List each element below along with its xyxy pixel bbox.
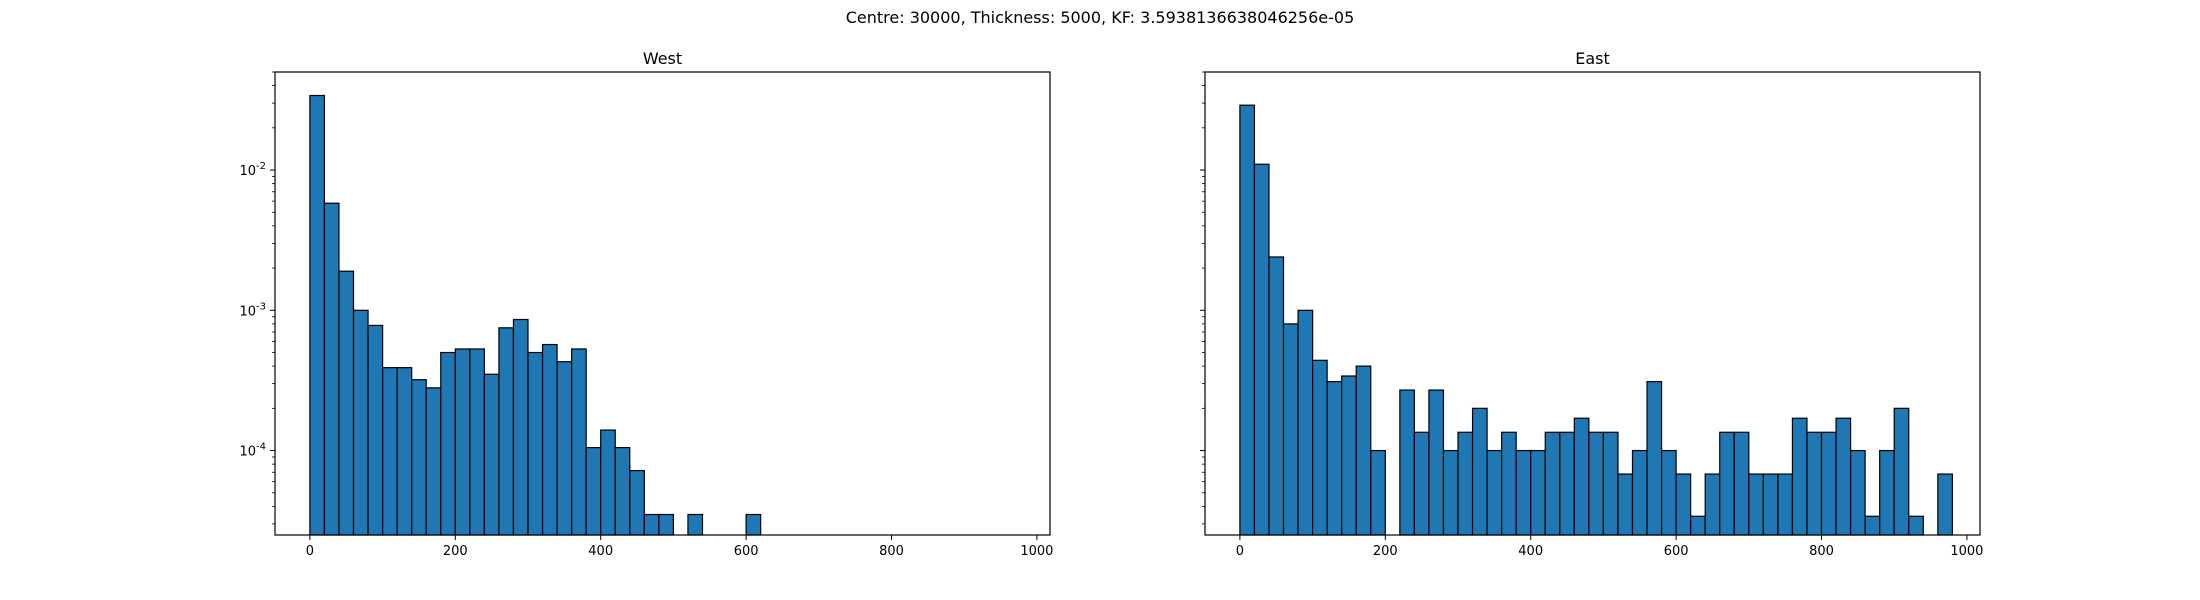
histogram-bar bbox=[1442, 449, 1459, 536]
histogram-bar bbox=[1471, 407, 1488, 536]
histogram-bar bbox=[1820, 431, 1837, 536]
histogram-bar bbox=[381, 367, 398, 536]
histogram-bar bbox=[1588, 431, 1605, 536]
x-tick-label: 800 bbox=[879, 544, 904, 559]
histogram-bar bbox=[323, 202, 340, 536]
y-tick-label: 10-2 bbox=[239, 161, 266, 179]
histogram-bar bbox=[512, 318, 529, 536]
histogram-bar bbox=[1311, 359, 1328, 536]
histogram-bar bbox=[411, 379, 427, 536]
panel-title: East bbox=[1575, 49, 1610, 68]
histogram-bar bbox=[1428, 389, 1445, 536]
histogram-bar bbox=[1544, 431, 1561, 536]
x-tick-label: 1000 bbox=[1020, 544, 1053, 559]
histogram-bar bbox=[1253, 163, 1270, 536]
histogram-bar bbox=[687, 513, 704, 536]
x-tick-label: 400 bbox=[588, 544, 613, 559]
histogram-bar bbox=[1515, 449, 1532, 536]
x-tick-label: 0 bbox=[1236, 544, 1244, 559]
histogram-bar bbox=[1762, 473, 1779, 536]
histogram-bar bbox=[1341, 375, 1357, 536]
histogram-bar bbox=[454, 348, 471, 536]
x-tick-label: 0 bbox=[306, 544, 314, 559]
histogram-bar bbox=[1239, 104, 1256, 536]
panel-title: West bbox=[643, 49, 682, 68]
histogram-bar bbox=[658, 513, 675, 536]
histogram-bar bbox=[643, 513, 660, 536]
histogram-bar bbox=[556, 361, 573, 536]
histogram-bar bbox=[1399, 389, 1415, 536]
east-histogram-panel: East 0 200 400 600 800 1000 bbox=[1200, 49, 1983, 559]
histogram-bar bbox=[1559, 431, 1575, 536]
histogram-bar bbox=[1501, 431, 1517, 536]
histogram-bar bbox=[1733, 431, 1750, 536]
histogram-bar bbox=[1631, 449, 1648, 536]
x-tick-label: 600 bbox=[734, 544, 759, 559]
x-tick-label: 1000 bbox=[1950, 544, 1983, 559]
histogram-bar bbox=[1573, 417, 1590, 536]
histogram-bar bbox=[541, 343, 558, 536]
histogram-bar bbox=[338, 270, 355, 536]
histogram-bar bbox=[425, 387, 442, 536]
histogram-bar bbox=[1719, 431, 1735, 536]
west-histogram-panel: West 0 200 400 600 800 1000 10-4 10-3 10-2 bbox=[239, 49, 1053, 559]
histogram-bar bbox=[1675, 473, 1692, 536]
histogram-bar bbox=[1879, 449, 1895, 536]
histogram-bar bbox=[469, 348, 485, 536]
histogram-bar bbox=[1297, 309, 1314, 536]
histogram-bar bbox=[1530, 449, 1546, 536]
x-tick-label: 600 bbox=[1664, 544, 1689, 559]
histogram-bar bbox=[1602, 431, 1619, 536]
histogram-bar bbox=[1806, 431, 1823, 536]
histogram-bar bbox=[1704, 473, 1721, 536]
histogram-bar bbox=[1849, 449, 1866, 536]
histogram-bar bbox=[367, 324, 384, 536]
x-tick-label: 200 bbox=[443, 544, 468, 559]
histogram-bar bbox=[352, 309, 369, 536]
histogram-bar bbox=[745, 513, 762, 536]
histogram-bar bbox=[1791, 417, 1808, 536]
histogram-bar bbox=[1748, 473, 1764, 536]
histogram-bar bbox=[1370, 449, 1386, 536]
histogram-bar bbox=[1646, 381, 1663, 536]
histogram-bar bbox=[1690, 515, 1706, 536]
histogram-bar bbox=[1864, 515, 1881, 536]
histogram-bar bbox=[1908, 515, 1924, 536]
y-tick-label: 10-4 bbox=[239, 442, 266, 460]
histogram-bar bbox=[1660, 449, 1677, 536]
y-tick-label: 10-3 bbox=[239, 301, 266, 319]
histogram-bar bbox=[571, 348, 587, 536]
histogram-bar bbox=[600, 429, 616, 536]
histogram-bar bbox=[1282, 323, 1299, 536]
histogram-bar bbox=[1617, 473, 1634, 536]
histogram-bar bbox=[614, 446, 631, 536]
histogram-bar bbox=[1777, 473, 1794, 536]
axes-frame bbox=[274, 71, 1051, 536]
histogram-bar bbox=[1355, 365, 1372, 536]
histogram-bar bbox=[1268, 256, 1285, 536]
histogram-bar bbox=[1326, 381, 1343, 536]
histogram-bar bbox=[1937, 473, 1953, 536]
histogram-bar bbox=[527, 351, 544, 536]
histogram-bar bbox=[585, 446, 602, 536]
figure-suptitle: Centre: 30000, Thickness: 5000, KF: 3.59… bbox=[845, 8, 1355, 27]
histogram-bar bbox=[1893, 407, 1910, 536]
histogram-bar bbox=[440, 351, 456, 536]
histogram-bar bbox=[1413, 431, 1430, 536]
histogram-bar bbox=[396, 367, 413, 536]
histogram-bar bbox=[1486, 449, 1503, 536]
histogram-bar bbox=[1835, 417, 1852, 536]
histogram-bar bbox=[498, 327, 515, 536]
histogram-bar bbox=[1457, 431, 1474, 536]
histogram-bar bbox=[629, 469, 645, 536]
x-tick-label: 200 bbox=[1373, 544, 1398, 559]
histogram-bar bbox=[309, 94, 326, 536]
axes-frame bbox=[1204, 71, 1981, 536]
x-tick-label: 400 bbox=[1518, 544, 1543, 559]
histogram-bar bbox=[483, 373, 500, 536]
x-tick-label: 800 bbox=[1809, 544, 1834, 559]
